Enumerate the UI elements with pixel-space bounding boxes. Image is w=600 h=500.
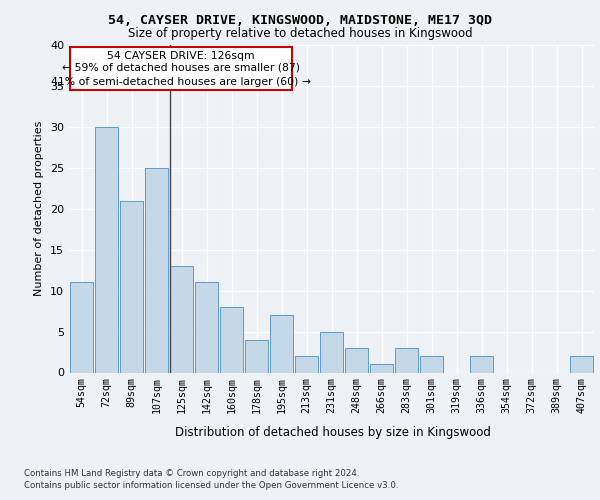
Bar <box>195 282 218 372</box>
Bar <box>145 168 168 372</box>
Bar <box>470 356 493 372</box>
Bar <box>220 307 243 372</box>
Bar <box>370 364 393 372</box>
Bar <box>570 356 593 372</box>
Bar <box>245 340 268 372</box>
Text: 41% of semi-detached houses are larger (60) →: 41% of semi-detached houses are larger (… <box>51 77 311 87</box>
Text: ← 59% of detached houses are smaller (87): ← 59% of detached houses are smaller (87… <box>62 62 300 72</box>
Bar <box>70 282 93 372</box>
Text: Size of property relative to detached houses in Kingswood: Size of property relative to detached ho… <box>128 28 472 40</box>
Text: Distribution of detached houses by size in Kingswood: Distribution of detached houses by size … <box>175 426 491 439</box>
Text: Contains public sector information licensed under the Open Government Licence v3: Contains public sector information licen… <box>24 482 398 490</box>
Text: 54, CAYSER DRIVE, KINGSWOOD, MAIDSTONE, ME17 3QD: 54, CAYSER DRIVE, KINGSWOOD, MAIDSTONE, … <box>108 14 492 27</box>
Y-axis label: Number of detached properties: Number of detached properties <box>34 121 44 296</box>
Bar <box>420 356 443 372</box>
Bar <box>95 127 118 372</box>
Text: Contains HM Land Registry data © Crown copyright and database right 2024.: Contains HM Land Registry data © Crown c… <box>24 470 359 478</box>
Bar <box>70 46 292 90</box>
Bar <box>170 266 193 372</box>
Bar <box>295 356 318 372</box>
Bar <box>395 348 418 372</box>
Bar <box>270 315 293 372</box>
Text: 54 CAYSER DRIVE: 126sqm: 54 CAYSER DRIVE: 126sqm <box>107 52 254 62</box>
Bar <box>345 348 368 372</box>
Bar <box>120 200 143 372</box>
Bar <box>320 332 343 372</box>
